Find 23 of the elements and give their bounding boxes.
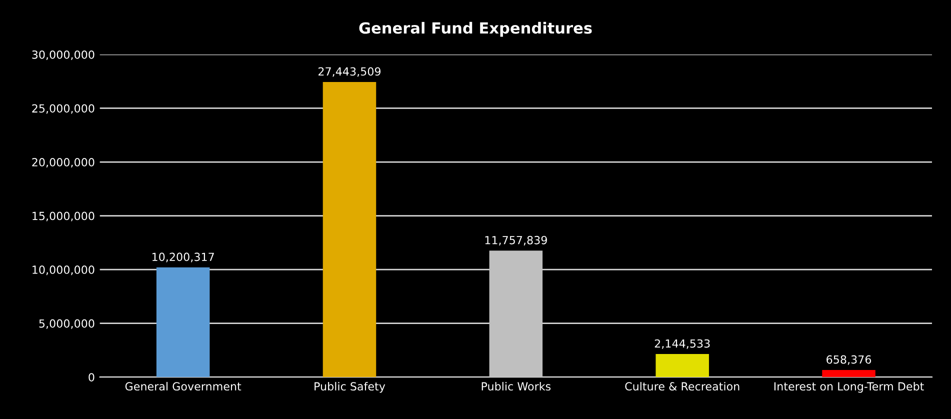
y-tick-label: 30,000,000 bbox=[32, 50, 94, 60]
y-tick-label: 25,000,000 bbox=[32, 104, 94, 114]
y-tick-label: 5,000,000 bbox=[39, 319, 94, 329]
x-tick-label: Interest on Long-Term Debt bbox=[774, 382, 924, 393]
data-label: 2,144,533 bbox=[654, 339, 710, 349]
bar bbox=[322, 82, 376, 378]
x-tick-label: General Government bbox=[125, 382, 242, 391]
y-tick-label: 20,000,000 bbox=[32, 158, 94, 168]
x-tick-label: Public Safety bbox=[314, 382, 386, 393]
bar bbox=[156, 267, 210, 378]
bar bbox=[822, 370, 876, 378]
x-tick-label: Culture & Recreation bbox=[625, 382, 740, 391]
bar bbox=[489, 250, 543, 378]
y-tick-label: 15,000,000 bbox=[32, 212, 94, 222]
data-label: 27,443,509 bbox=[318, 67, 381, 77]
data-label: 11,757,839 bbox=[485, 236, 547, 246]
chart-title: General Fund Expenditures bbox=[359, 22, 592, 37]
y-tick-label: 0 bbox=[88, 373, 94, 382]
x-tick-label: Public Works bbox=[482, 382, 551, 391]
bar bbox=[656, 354, 709, 378]
data-label: 658,376 bbox=[826, 355, 872, 365]
data-label: 10,200,317 bbox=[152, 252, 214, 262]
y-tick-label: 10,000,000 bbox=[32, 266, 94, 276]
